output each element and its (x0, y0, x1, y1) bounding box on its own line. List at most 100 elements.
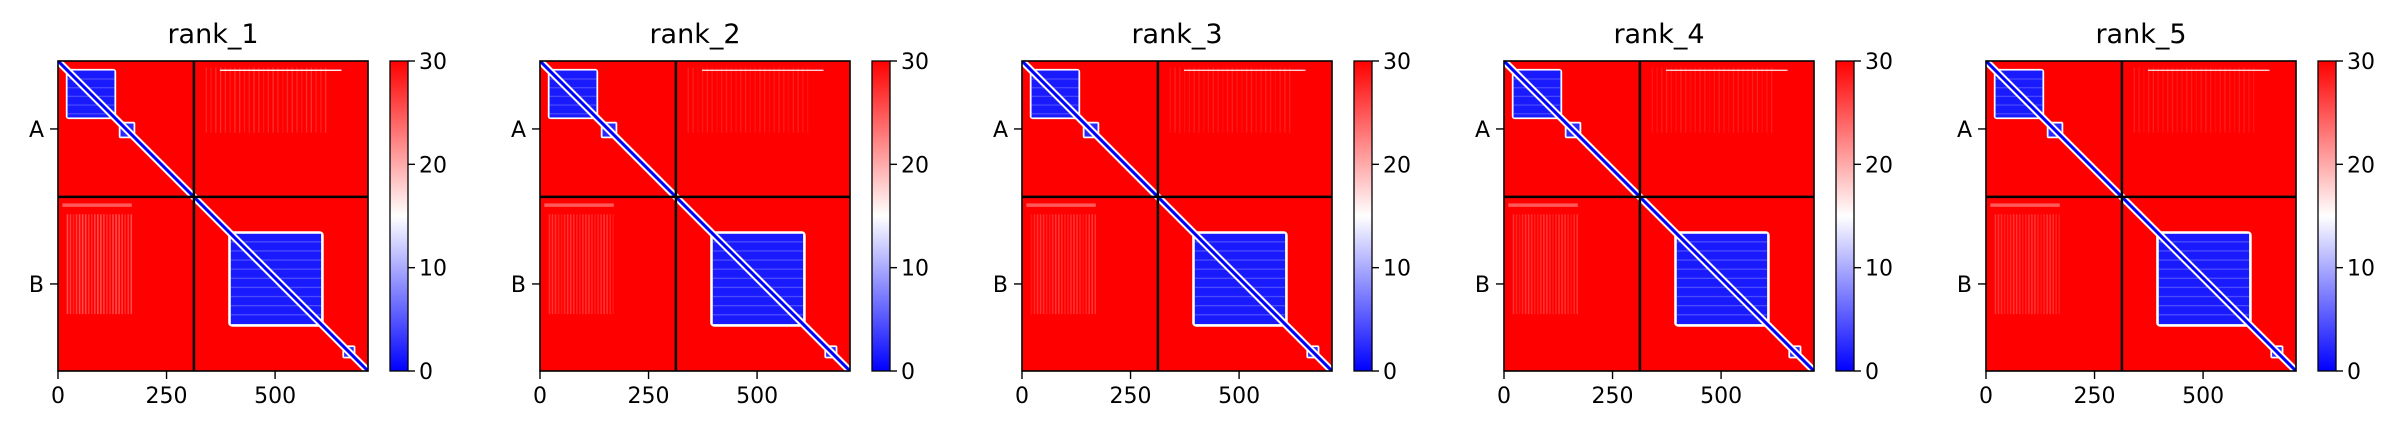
domain-stripe (1194, 295, 1286, 298)
offdiag-band (219, 69, 342, 71)
offdiag-band (2162, 67, 2164, 133)
offdiag-band (551, 214, 554, 315)
offdiag-band (1042, 214, 1045, 315)
domain-stripe (2158, 241, 2250, 243)
offdiag-band (103, 214, 105, 315)
offdiag-band (112, 214, 114, 315)
offdiag-band (591, 214, 593, 315)
offdiag-band (557, 214, 560, 315)
offdiag-band (1279, 67, 1281, 133)
offdiag-band (2003, 214, 2006, 315)
offdiag-band (1033, 214, 1036, 315)
offdiag-band (1527, 214, 1530, 315)
offdiag-band (563, 214, 566, 315)
offdiag-band (701, 69, 824, 71)
offdiag-band (1665, 69, 1788, 71)
plot-frame (57, 60, 369, 372)
offdiag-band (1039, 214, 1042, 315)
offdiag-band (1274, 67, 1276, 133)
offdiag-band (1269, 67, 1272, 133)
offdiag-band (1183, 69, 1306, 71)
panel-title: rank_2 (649, 19, 740, 50)
domain-stripe (1513, 78, 1561, 80)
offdiag-band (1070, 214, 1072, 315)
offdiag-band (1555, 214, 1557, 315)
offdiag-band (1665, 69, 1788, 71)
heatmap (1022, 61, 1332, 371)
offdiag-band (234, 67, 236, 133)
offdiag-band (1183, 69, 1306, 71)
diagonal (1022, 61, 1332, 371)
offdiag-band (1665, 67, 1668, 133)
domain-stripe (1513, 104, 1561, 106)
y-tick-label: A (1475, 118, 1490, 143)
offdiag-band (315, 67, 317, 133)
offdiag-band (219, 69, 342, 71)
offdiag-band (2000, 214, 2003, 315)
offdiag-band (66, 214, 69, 315)
domain-stripe (2158, 286, 2250, 289)
offdiag-band (1236, 67, 1238, 133)
offdiag-band (1188, 67, 1191, 133)
offdiag-band (701, 69, 824, 71)
panel-title: rank_1 (167, 19, 258, 50)
offdiag-band (1533, 214, 1536, 315)
offdiag-band (2147, 69, 2270, 71)
offdiag-band (768, 67, 771, 133)
offdiag-band (1515, 214, 1518, 315)
y-tick-label: B (1957, 273, 1972, 298)
offdiag-band (1665, 69, 1788, 71)
domain-stripe (1194, 314, 1286, 316)
offdiag-band (1665, 69, 1788, 71)
offdiag-band (118, 214, 120, 315)
domain-stripe (712, 241, 804, 243)
offdiag-band (701, 69, 824, 71)
offdiag-band (701, 69, 824, 71)
offdiag-band (219, 69, 342, 71)
offdiag-band (725, 67, 728, 133)
offdiag-band (1076, 214, 1078, 315)
offdiag-band (296, 67, 298, 133)
offdiag-band (106, 214, 108, 315)
offdiag-band (1540, 214, 1542, 315)
offdiag-band (787, 67, 790, 133)
offdiag-band (701, 69, 824, 71)
colorbar (871, 60, 891, 372)
offdiag-band (1284, 67, 1286, 133)
offdiag-band (1685, 67, 1687, 133)
offdiag-band (69, 214, 72, 315)
offdiag-band (2243, 67, 2245, 133)
plot-frame (1021, 60, 1333, 372)
colorbar-tick-label: 10 (419, 257, 447, 282)
offdiag-band (1085, 214, 1087, 315)
offdiag-band (1761, 67, 1763, 133)
offdiag-band (773, 67, 775, 133)
domain-stripe (2158, 259, 2250, 261)
offdiag-band (1045, 214, 1048, 315)
offdiag-band (2012, 214, 2015, 315)
x-tick-label: 500 (254, 384, 296, 409)
offdiag-band (130, 214, 133, 315)
offdiag-band (272, 67, 274, 133)
offdiag-band (566, 214, 569, 315)
offdiag-band (603, 214, 605, 315)
x-tick-label: 250 (146, 384, 188, 409)
x-tick-label: 250 (628, 384, 670, 409)
domain-stripe (712, 259, 804, 261)
offdiag-band (1260, 67, 1262, 133)
offdiag-band (1756, 67, 1758, 133)
domain-stripe (712, 268, 804, 270)
offdiag-band (2138, 67, 2140, 133)
offdiag-band (754, 67, 756, 133)
offdiag-band (127, 214, 129, 315)
offdiag-band (2147, 69, 2270, 71)
y-tick-label: A (511, 118, 526, 143)
colorbar-tick-label: 20 (901, 153, 929, 178)
offdiag-band (219, 69, 342, 71)
offdiag-band (2176, 67, 2178, 133)
offdiag-band (701, 69, 824, 71)
offdiag-band (744, 67, 747, 133)
offdiag-band (1665, 69, 1788, 71)
offdiag-band (1183, 69, 1306, 71)
